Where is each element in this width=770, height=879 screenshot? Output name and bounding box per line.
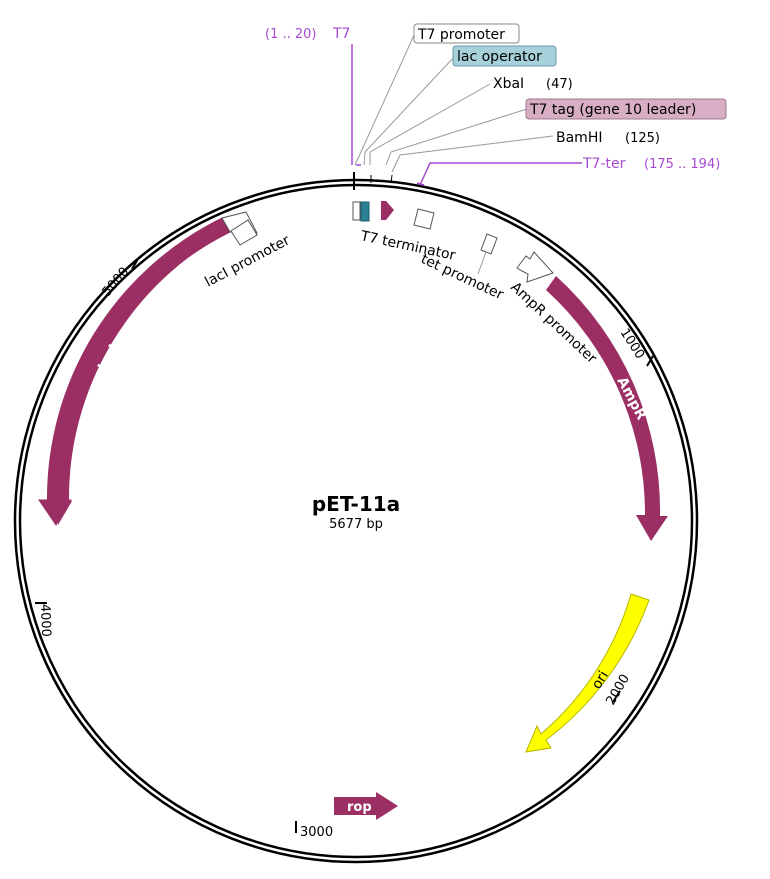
- tick-label-4000: 4000: [37, 604, 53, 638]
- ori-feature: [525, 593, 650, 753]
- t7-ter-range: (175 .. 194): [644, 157, 720, 172]
- t7-ter-label: T7-ter: [582, 156, 626, 172]
- lac-operator-callout-box: [452, 45, 557, 67]
- bamHI-mark: [390, 174, 393, 184]
- bamHI-label: BamHI: [556, 130, 602, 146]
- tet-promoter-box: [480, 233, 498, 255]
- lacI-arrow: [38, 218, 231, 526]
- leader-t7-promoter: [354, 32, 416, 166]
- plasmid-size: 5677 bp: [329, 517, 383, 532]
- t7-ter-mark: [416, 182, 425, 186]
- lacI-promoter-box-fix: [230, 219, 258, 246]
- t7-promoter-callout: T7 promoter: [417, 27, 505, 43]
- t7-terminator-box: [413, 208, 435, 230]
- lac-operator-callout: lac operator: [457, 49, 542, 65]
- backbone-outer: [13, 178, 699, 864]
- xbaI-position: (47): [546, 77, 573, 92]
- tick-mark-1000: [646, 355, 654, 367]
- ampR-feature: [546, 276, 668, 541]
- t7-name-label: T7: [332, 26, 350, 42]
- xbaI-label: XbaI: [493, 76, 524, 92]
- t7-tag-callout-box: [525, 98, 727, 120]
- t7-range-label: (1 .. 20): [265, 27, 317, 42]
- t7-tag-arrow: [381, 201, 394, 220]
- t7-promoter-callout-box: [413, 23, 520, 44]
- rop-feature: [334, 792, 398, 820]
- lacI-feature: [46, 217, 230, 525]
- ampR-label: AmpR: [613, 374, 649, 423]
- t7-promoter-box: [352, 201, 361, 221]
- t7-tag-callout: T7 tag (gene 10 leader): [529, 102, 696, 118]
- plasmid-name: pET-11a: [312, 492, 400, 516]
- ampR-promoter-arrow: [516, 251, 554, 283]
- tick-mark-2000: [612, 690, 621, 703]
- leader-bamHI: [391, 135, 554, 173]
- leader-lac-operator: [363, 55, 456, 166]
- leader-t7-tag: [385, 108, 528, 166]
- rop-label: rop: [347, 800, 372, 815]
- tick-mark-5000: [131, 258, 139, 270]
- leader-xbaI: [369, 83, 491, 165]
- tick-label-3000: 3000: [300, 825, 333, 840]
- leader-t7-ter: [419, 162, 582, 186]
- tet-promoter-label: tet promoter: [418, 251, 506, 303]
- bamHI-position: (125): [625, 131, 660, 146]
- lac-operator-box: [360, 201, 370, 222]
- leader-tet-promoter: [477, 251, 487, 275]
- backbone-inner: [18, 183, 694, 859]
